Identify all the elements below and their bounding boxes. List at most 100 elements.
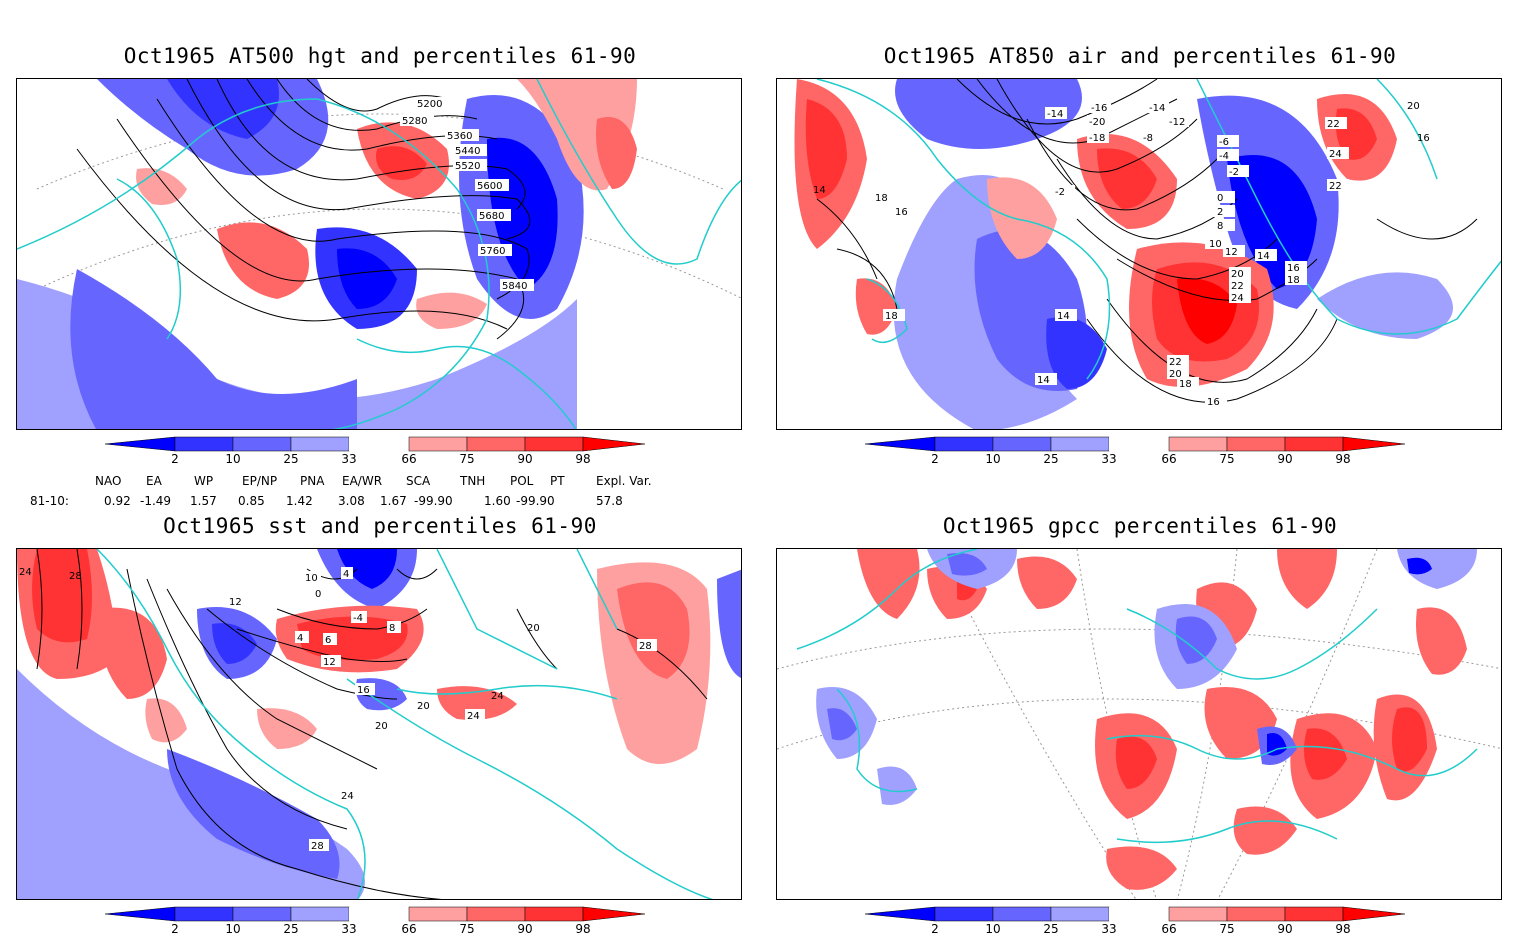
- contour-label: 18: [885, 311, 898, 322]
- colorbar-tick-label: 66: [1161, 922, 1177, 936]
- contour-label: 6: [325, 635, 331, 646]
- contour-label: 16: [895, 207, 908, 218]
- contour-label: 20: [1407, 101, 1420, 112]
- colorbar-top-right: 2 10 25 33 66 75 90 98: [865, 436, 1405, 482]
- map-air850-svg: 14 16 18 -14 -16 -20 -18 -14 -12 -8 -6 -…: [777, 79, 1501, 429]
- contour-label: -4: [1219, 151, 1229, 162]
- contour-label: 5360: [447, 131, 472, 142]
- colorbar-svg: [105, 906, 645, 922]
- colorbar-tick-label: 98: [1335, 922, 1351, 936]
- contour-label: 5200: [417, 99, 442, 110]
- contour-label: 5440: [455, 146, 480, 157]
- contour-label: -14: [1149, 103, 1165, 114]
- contour-label: 24: [467, 711, 480, 722]
- colorbar-tick-label: 90: [1277, 452, 1293, 466]
- map-hgt500: 5200 5280 5360 5440 5520 5600 5680 5760 …: [16, 78, 742, 430]
- contour-label: 24: [19, 567, 32, 578]
- colorbar-segment: [466, 906, 526, 922]
- contour-label: 22: [1329, 181, 1342, 192]
- contour-label: 12: [1225, 247, 1238, 258]
- index-value: 1.60: [484, 494, 511, 508]
- contour-label: -2: [1229, 167, 1239, 178]
- colorbar-tick-label: 33: [341, 452, 357, 466]
- colorbar-segment: [1050, 906, 1110, 922]
- contour-label: 8: [1217, 221, 1223, 232]
- contour-label: -20: [1089, 117, 1105, 128]
- colorbar-segment: [174, 436, 234, 452]
- colorbar-tick-label: 75: [459, 922, 475, 936]
- colorbar-tick-label: 25: [283, 922, 299, 936]
- panel-title-sst: Oct1965 sst and percentiles 61-90: [163, 514, 597, 538]
- colorbar-segment: [865, 436, 936, 452]
- contour-label: 22: [1169, 357, 1182, 368]
- contour-label: 20: [417, 701, 430, 712]
- colorbar-bottom-right: 2 10 25 33 66 75 90 98: [865, 906, 1405, 952]
- contour-label: 28: [311, 841, 324, 852]
- contour-label: 10: [1209, 239, 1222, 250]
- colorbar-segment: [232, 436, 292, 452]
- colorbar-tick-label: 90: [1277, 922, 1293, 936]
- contour-label: 22: [1327, 119, 1340, 130]
- map-hgt500-svg: 5200 5280 5360 5440 5520 5600 5680 5760 …: [17, 79, 741, 429]
- panel-title-hgt500: Oct1965 AT500 hgt and percentiles 61-90: [123, 44, 637, 68]
- index-value: -99.90: [516, 494, 555, 508]
- index-row-label: 81-10:: [30, 494, 69, 508]
- contour-label: 20: [527, 623, 540, 634]
- map-gpcc-svg: [777, 549, 1501, 899]
- colorbar-segment: [1168, 906, 1228, 922]
- colorbar-tick-label: 2: [171, 452, 179, 466]
- colorbar-tick-label: 75: [459, 452, 475, 466]
- contour-label: 5680: [479, 211, 504, 222]
- contour-label: 24: [1329, 149, 1342, 160]
- contour-label: 20: [1231, 269, 1244, 280]
- colorbar-tick-label: 98: [575, 922, 591, 936]
- map-sst-svg: 24 28 12 10 0 4 8 -4 6 4 12 16 20 24 28 …: [17, 549, 741, 899]
- index-header: PT: [550, 474, 565, 488]
- colorbar-tick-label: 66: [401, 922, 417, 936]
- contour-label: 5520: [455, 161, 480, 172]
- index-value: 0.85: [238, 494, 265, 508]
- colorbar-segment: [992, 906, 1052, 922]
- colorbar-segment: [408, 906, 468, 922]
- colorbar-tick-label: 90: [517, 922, 533, 936]
- contour-label: 14: [1037, 375, 1050, 386]
- colorbar-svg: [105, 436, 645, 452]
- contour-label: -12: [1169, 117, 1185, 128]
- index-value: 3.08: [338, 494, 365, 508]
- colorbar-segment: [105, 906, 176, 922]
- index-header: SCA: [406, 474, 431, 488]
- contour-label: 16: [357, 685, 370, 696]
- index-value: 1.57: [190, 494, 217, 508]
- contour-label: -14: [1047, 109, 1063, 120]
- index-value: -99.90: [414, 494, 453, 508]
- colorbar-tick-label: 25: [1043, 922, 1059, 936]
- colorbar-tick-label: 75: [1219, 452, 1235, 466]
- contour-label: 16: [1287, 263, 1300, 274]
- colorbar-tick-label: 66: [401, 452, 417, 466]
- contour-label: 14: [1057, 311, 1070, 322]
- index-value: 0.92: [104, 494, 131, 508]
- index-header: NAO: [95, 474, 122, 488]
- colorbar-tick-label: 10: [985, 922, 1001, 936]
- contour-label: 14: [1257, 251, 1270, 262]
- colorbar-svg: [865, 906, 1405, 922]
- panel-title-gpcc: Oct1965 gpcc percentiles 61-90: [942, 514, 1338, 538]
- colorbar-tick-label: 75: [1219, 922, 1235, 936]
- contour-label: 16: [1417, 133, 1430, 144]
- contour-label: -16: [1091, 103, 1107, 114]
- contour-label: 8: [389, 623, 395, 634]
- contour-label: -18: [1089, 133, 1105, 144]
- contour-label: 14: [813, 185, 826, 196]
- colorbar-tick-label: 98: [575, 452, 591, 466]
- contour-label: 5280: [402, 116, 427, 127]
- colorbar-tick-label: 90: [517, 452, 533, 466]
- colorbar-tick-label: 33: [1101, 452, 1117, 466]
- contour-label: 24: [491, 691, 504, 702]
- colorbar-segment: [992, 436, 1052, 452]
- panel-title-air850: Oct1965 AT850 air and percentiles 61-90: [883, 44, 1397, 68]
- contour-label: 4: [297, 633, 303, 644]
- colorbar-segment: [1109, 907, 1169, 921]
- colorbar-segment: [1284, 906, 1344, 922]
- index-value: 1.42: [286, 494, 313, 508]
- colorbar-tick-label: 33: [341, 922, 357, 936]
